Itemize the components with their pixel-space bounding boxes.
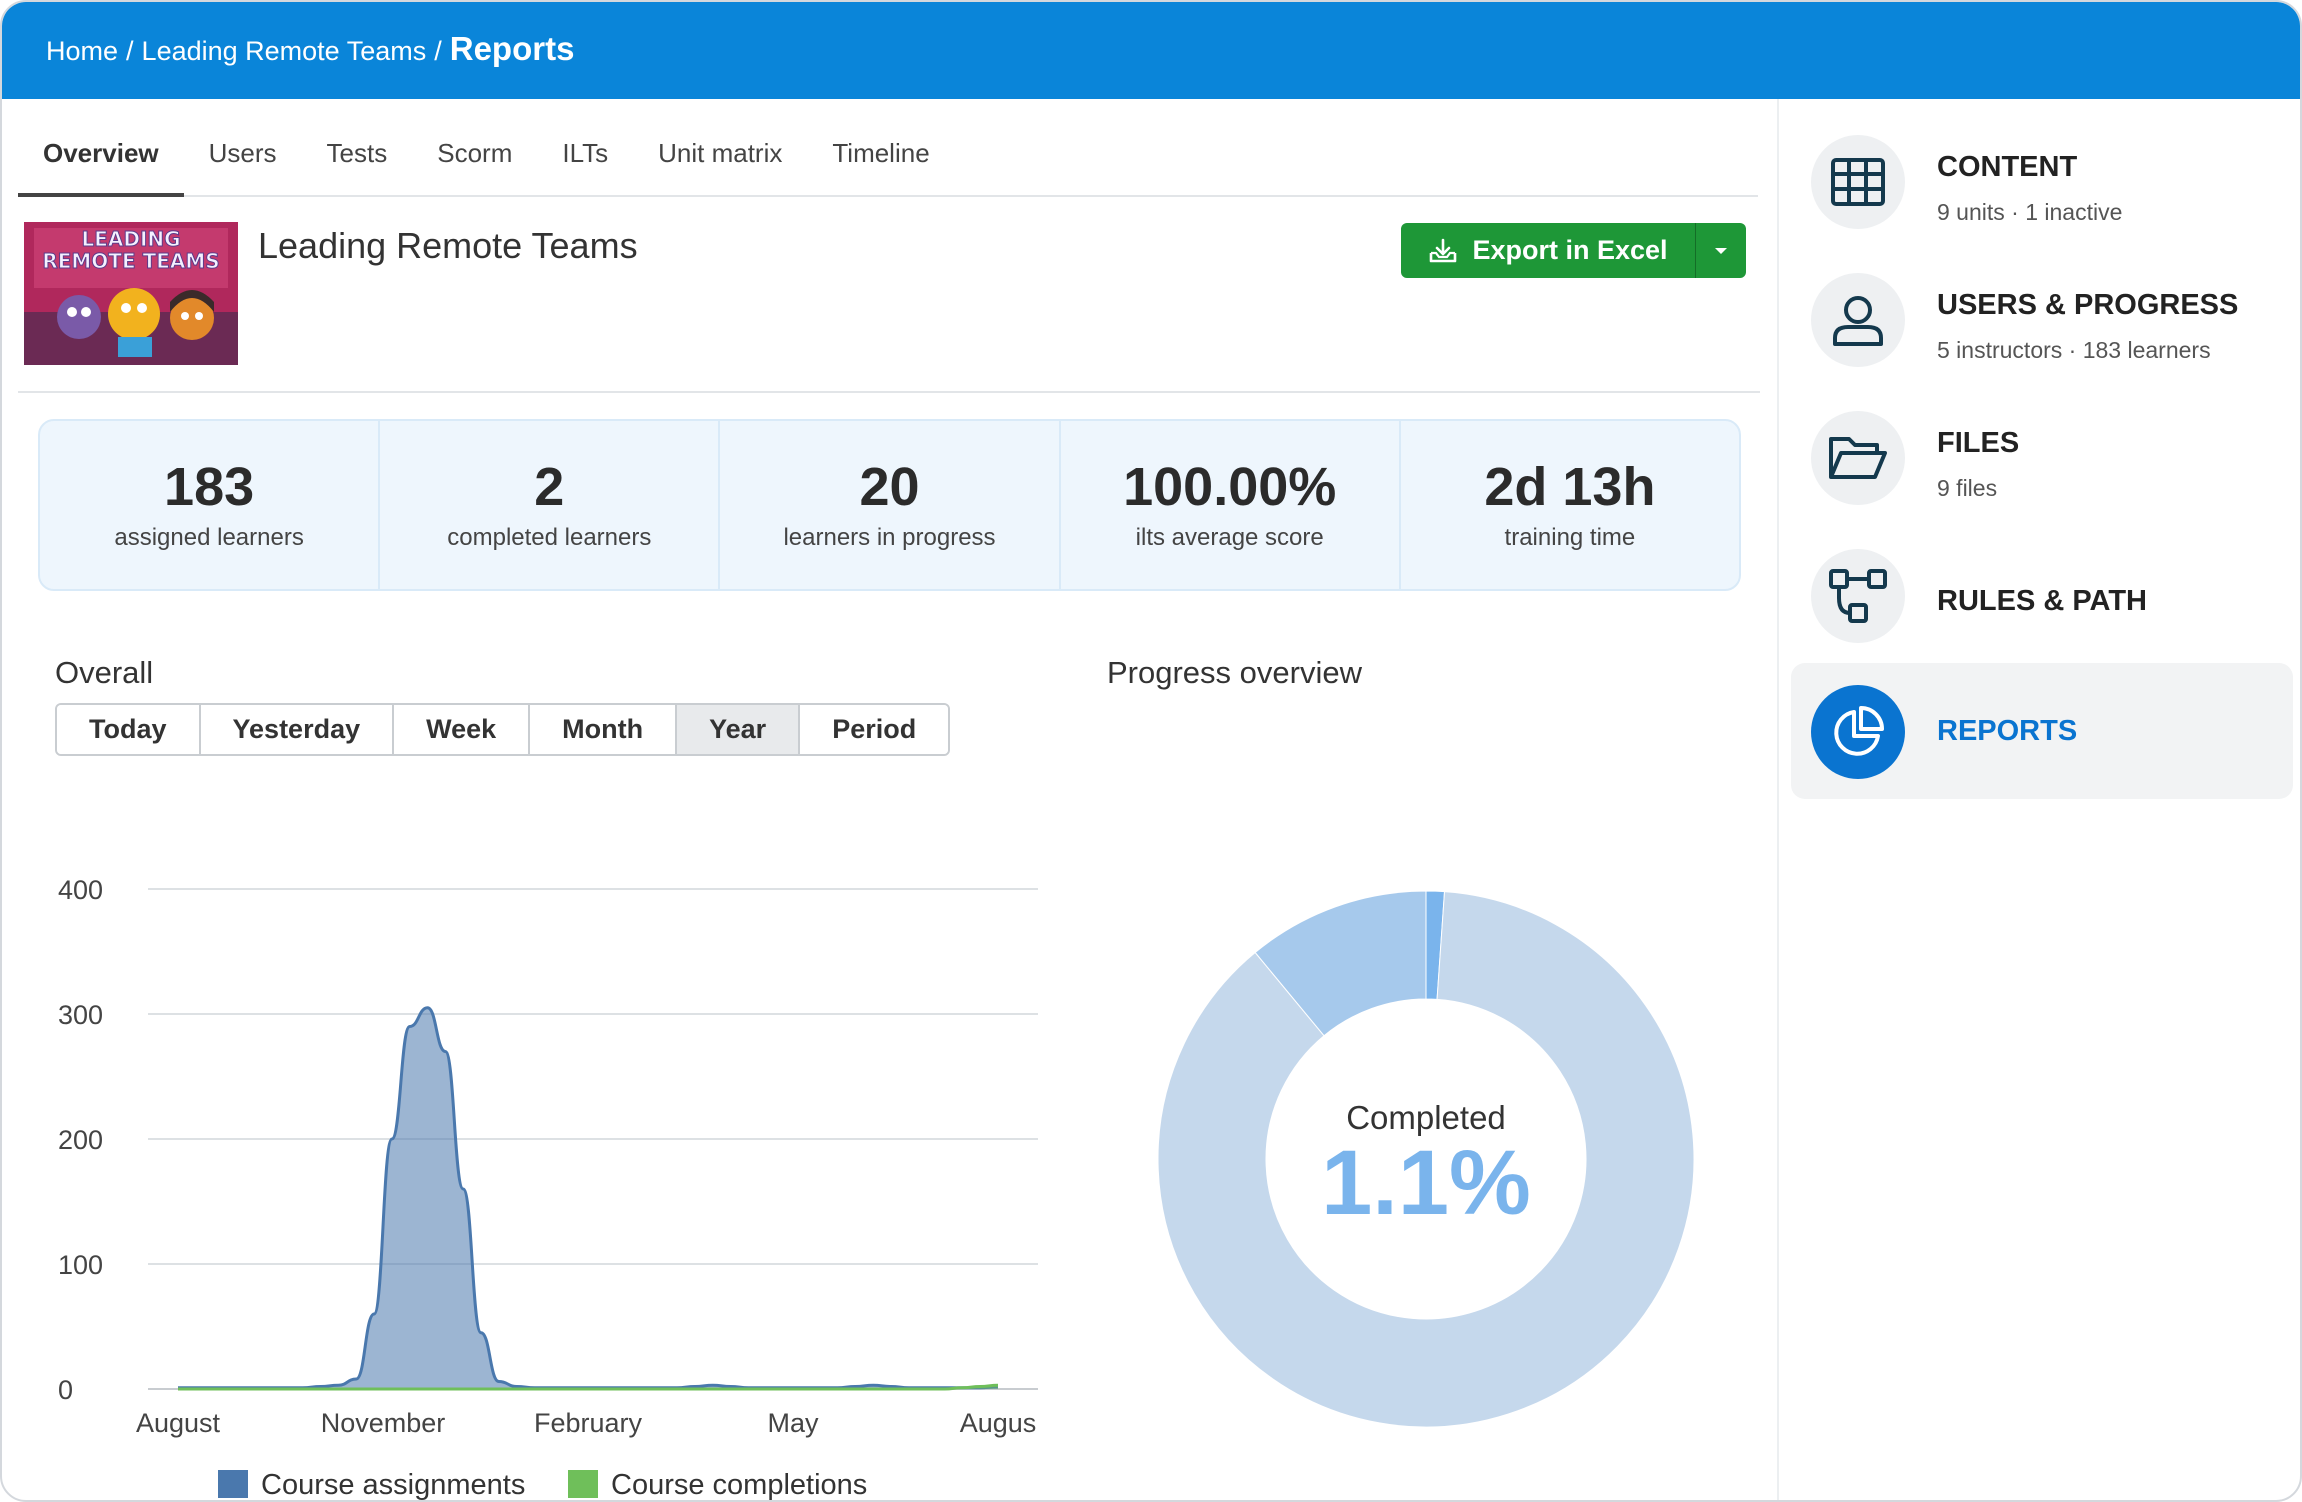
course-thumbnail: LEADING REMOTE TEAMS: [24, 222, 238, 365]
sidebar-item-label: CONTENT: [1937, 151, 2078, 183]
tab-tests[interactable]: Tests: [326, 137, 388, 168]
export-excel-label: Export in Excel: [1472, 235, 1668, 265]
tab-overview[interactable]: Overview: [18, 97, 184, 197]
overall-title: Overall: [55, 655, 154, 690]
range-yesterday[interactable]: Yesterday: [200, 705, 395, 754]
sidebar-item-reports[interactable]: REPORTS: [1791, 663, 2293, 799]
breadcrumb-separator: /: [126, 36, 134, 66]
sidebar-item-label: REPORTS: [1937, 715, 2078, 747]
legend-label: Course completions: [611, 1469, 867, 1501]
breadcrumb-course[interactable]: Leading Remote Teams: [141, 36, 427, 66]
y-tick-label: 0: [58, 1375, 73, 1405]
sidebar-item-users-progress[interactable]: USERS & PROGRESS 5 instructors · 183 lea…: [1791, 251, 2293, 387]
sidebar-item-subtitle: 9 units · 1 inactive: [1937, 199, 2123, 225]
x-tick-label: February: [534, 1408, 643, 1438]
stat-label: learners in progress: [783, 523, 996, 551]
y-tick-label: 100: [58, 1250, 103, 1280]
tab-unit-matrix[interactable]: Unit matrix: [658, 137, 783, 168]
breadcrumb-home[interactable]: Home: [46, 36, 119, 66]
stat-label: ilts average score: [1135, 523, 1324, 551]
tab-ilts[interactable]: ILTs: [562, 137, 609, 168]
x-tick-label: May: [767, 1408, 819, 1438]
sidebar-item-files[interactable]: FILES 9 files: [1791, 389, 2293, 525]
tab-users[interactable]: Users: [208, 137, 277, 168]
sidebar-item-subtitle: 5 instructors · 183 learners: [1937, 337, 2211, 363]
stat-ilts-average-score: 100.00% ilts average score: [1061, 421, 1401, 589]
course-header: [18, 197, 1760, 393]
series-line: [178, 1383, 999, 1391]
sidebar-item-subtitle: 9 files: [1937, 475, 1998, 501]
stat-value: 100.00%: [1123, 457, 1337, 518]
stat-value: 183: [164, 457, 255, 518]
donut-center-label: Completed: [1346, 1099, 1506, 1136]
stat-label: training time: [1504, 523, 1636, 551]
breadcrumb: Home / Leading Remote Teams / Reports: [46, 30, 574, 68]
sidebar-item-content[interactable]: CONTENT 9 units · 1 inactive: [1791, 113, 2293, 249]
x-tick-label: November: [321, 1408, 446, 1438]
stat-value: 2d 13h: [1484, 457, 1656, 518]
donut-slice: [1254, 890, 1427, 1037]
tab-bar: Overview Users Tests Scorm ILTs Unit mat…: [18, 99, 1758, 197]
breadcrumb-current: Reports: [449, 30, 575, 67]
range-month[interactable]: Month: [530, 705, 678, 754]
x-tick-label: Augus: [960, 1408, 1037, 1438]
donut-center-value: 1.1%: [1321, 1132, 1531, 1234]
x-tick-label: August: [136, 1408, 221, 1438]
donut-slice: [1157, 891, 1695, 1428]
y-tick-label: 300: [58, 1000, 103, 1030]
stat-training-time: 2d 13h training time: [1401, 421, 1739, 589]
legend-swatch: [218, 1470, 248, 1498]
legend-label: Course assignments: [261, 1469, 525, 1501]
export-excel-button[interactable]: Export in Excel: [1401, 223, 1746, 278]
range-week[interactable]: Week: [394, 705, 531, 754]
sidebar-item-label: FILES: [1937, 427, 2020, 459]
stat-value: 2: [534, 457, 565, 518]
course-title: Leading Remote Teams: [258, 225, 638, 266]
export-excel-main[interactable]: Export in Excel: [1401, 223, 1696, 278]
caret-down-icon: [1715, 247, 1727, 254]
progress-overview-title: Progress overview: [1107, 655, 1362, 690]
stats-panel: 183 assigned learners 2 completed learne…: [38, 419, 1741, 591]
series-line: [178, 1006, 999, 1390]
y-tick-label: 200: [58, 1125, 103, 1155]
tab-scorm[interactable]: Scorm: [437, 137, 513, 168]
time-range-selector: Today Yesterday Week Month Year Period: [55, 703, 951, 756]
overall-area-chart: 0 100 200 300 400 August November February May Au…: [58, 875, 1038, 1501]
sidebar-item-rules-path[interactable]: RULES & PATH: [1791, 527, 2293, 663]
y-tick-label: 400: [58, 875, 103, 905]
stat-learners-in-progress: 20 learners in progress: [720, 421, 1061, 589]
grid-icon: [1811, 135, 1905, 229]
top-bar: Home / Leading Remote Teams / Reports: [2, 2, 2300, 99]
stat-label: completed learners: [447, 523, 652, 551]
range-today[interactable]: Today: [57, 705, 201, 754]
user-icon: [1811, 273, 1905, 367]
legend-swatch: [568, 1470, 598, 1498]
stat-label: assigned learners: [114, 523, 304, 551]
export-dropdown-toggle[interactable]: [1696, 223, 1746, 278]
series-area: [178, 1007, 998, 1389]
folder-icon: [1811, 411, 1905, 505]
pie-chart-icon: [1811, 685, 1905, 779]
stat-completed-learners: 2 completed learners: [380, 421, 721, 589]
download-icon: [1430, 238, 1457, 262]
range-period[interactable]: Period: [800, 705, 949, 754]
stat-value: 20: [859, 457, 920, 518]
stat-assigned-learners: 183 assigned learners: [40, 421, 381, 589]
sidebar-item-label: RULES & PATH: [1937, 585, 2147, 617]
breadcrumb-separator: /: [434, 36, 442, 66]
sidebar-item-label: USERS & PROGRESS: [1937, 289, 2239, 321]
range-year[interactable]: Year: [677, 705, 801, 754]
right-sidebar: CONTENT 9 units · 1 inactive USERS & PRO…: [1777, 99, 2300, 1500]
tab-timeline[interactable]: Timeline: [832, 137, 930, 168]
thumbnail-text: LEADING: [81, 227, 180, 251]
main-panel: Overview Users Tests Scorm ILTs Unit mat…: [18, 99, 1761, 1501]
thumbnail-text: REMOTE TEAMS: [42, 249, 219, 273]
flow-icon: [1811, 549, 1905, 643]
